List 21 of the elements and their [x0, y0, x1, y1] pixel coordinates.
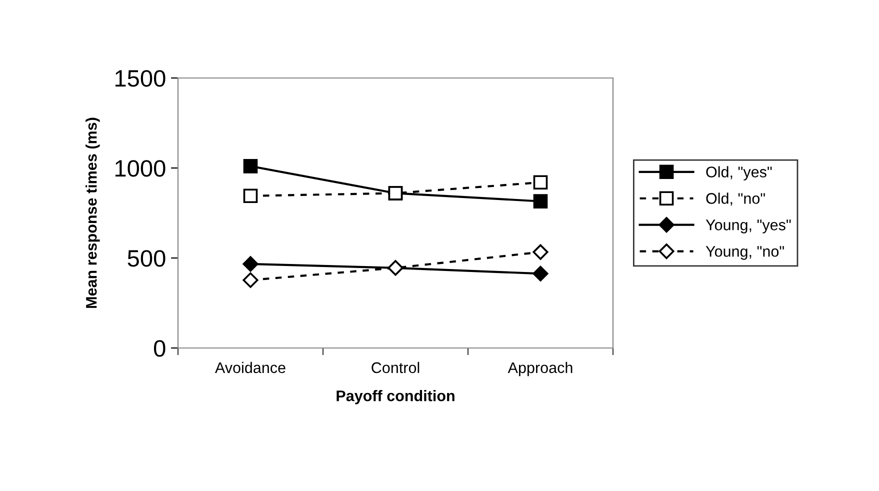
legend-label: Young, "yes": [706, 220, 791, 234]
x-axis-title: Payoff condition: [336, 390, 454, 404]
legend-label: Old, "no": [706, 192, 765, 206]
point: [243, 188, 258, 204]
x-tick-label: Avoidance: [214, 362, 286, 374]
point: [243, 159, 258, 174]
legend-label: Young, "no": [706, 246, 784, 260]
point: [532, 266, 548, 282]
y-tick-label: 500: [128, 250, 166, 267]
y-tick-label: 1500: [115, 70, 166, 87]
x-tick-label: Control: [372, 362, 420, 374]
point: [532, 244, 548, 260]
y-tick-label: 1000: [115, 160, 166, 177]
point: [242, 256, 258, 272]
x-tick-label: Approach: [508, 362, 572, 376]
point: [242, 272, 258, 288]
y-axis-title: Mean response times (ms): [86, 118, 100, 308]
point: [533, 194, 548, 208]
legend-label: Old, "yes": [706, 166, 772, 180]
point: [533, 175, 548, 190]
y-tick-label: 0: [154, 340, 166, 357]
